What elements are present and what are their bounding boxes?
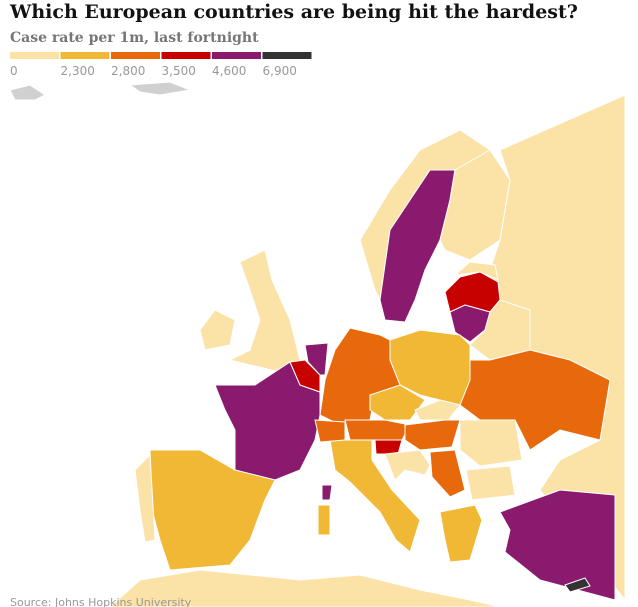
region: [439, 149, 511, 261]
region: [384, 449, 431, 481]
legend-swatch: [111, 52, 160, 59]
region: [199, 309, 236, 351]
region: [9, 84, 46, 101]
region: [465, 465, 516, 501]
region: [314, 419, 346, 443]
region: [109, 569, 501, 607]
legend-swatch: [161, 52, 211, 59]
region: [317, 504, 331, 536]
region: [134, 453, 156, 543]
region: [459, 419, 523, 467]
region: [429, 449, 466, 498]
legend-label: 2,300: [61, 64, 95, 78]
region: [369, 384, 426, 421]
subtitle: Case rate per 1m, last fortnight: [10, 30, 259, 46]
source: Source: Johns Hopkins University: [10, 596, 192, 607]
legend-label: 3,500: [162, 64, 196, 78]
region: [453, 261, 499, 281]
region: [374, 439, 403, 455]
region: [228, 249, 301, 373]
region: [499, 489, 616, 601]
legend-swatch: [212, 52, 261, 59]
region: [344, 419, 411, 441]
region: [469, 299, 531, 361]
title: Which European countries are being hit t…: [9, 1, 578, 23]
region: [414, 399, 461, 421]
region: [444, 271, 501, 313]
region: [439, 504, 483, 563]
region: [304, 342, 329, 376]
region: [128, 81, 192, 96]
region: [321, 484, 333, 501]
legend-label: 4,600: [212, 64, 246, 78]
region: [149, 449, 276, 571]
region: [329, 439, 421, 553]
legend-swatch: [262, 52, 312, 59]
legend-label: 0: [10, 64, 18, 78]
region: [404, 419, 461, 451]
legend-label: 6,900: [263, 64, 297, 78]
legend-swatch: [10, 52, 59, 59]
legend: 0 2,300 2,800 3,500 4,600 6,900: [10, 52, 312, 78]
map: [9, 81, 626, 607]
legend-swatch: [60, 52, 110, 59]
region: [289, 359, 321, 393]
legend-label: 2,800: [111, 64, 145, 78]
region: [564, 577, 591, 593]
